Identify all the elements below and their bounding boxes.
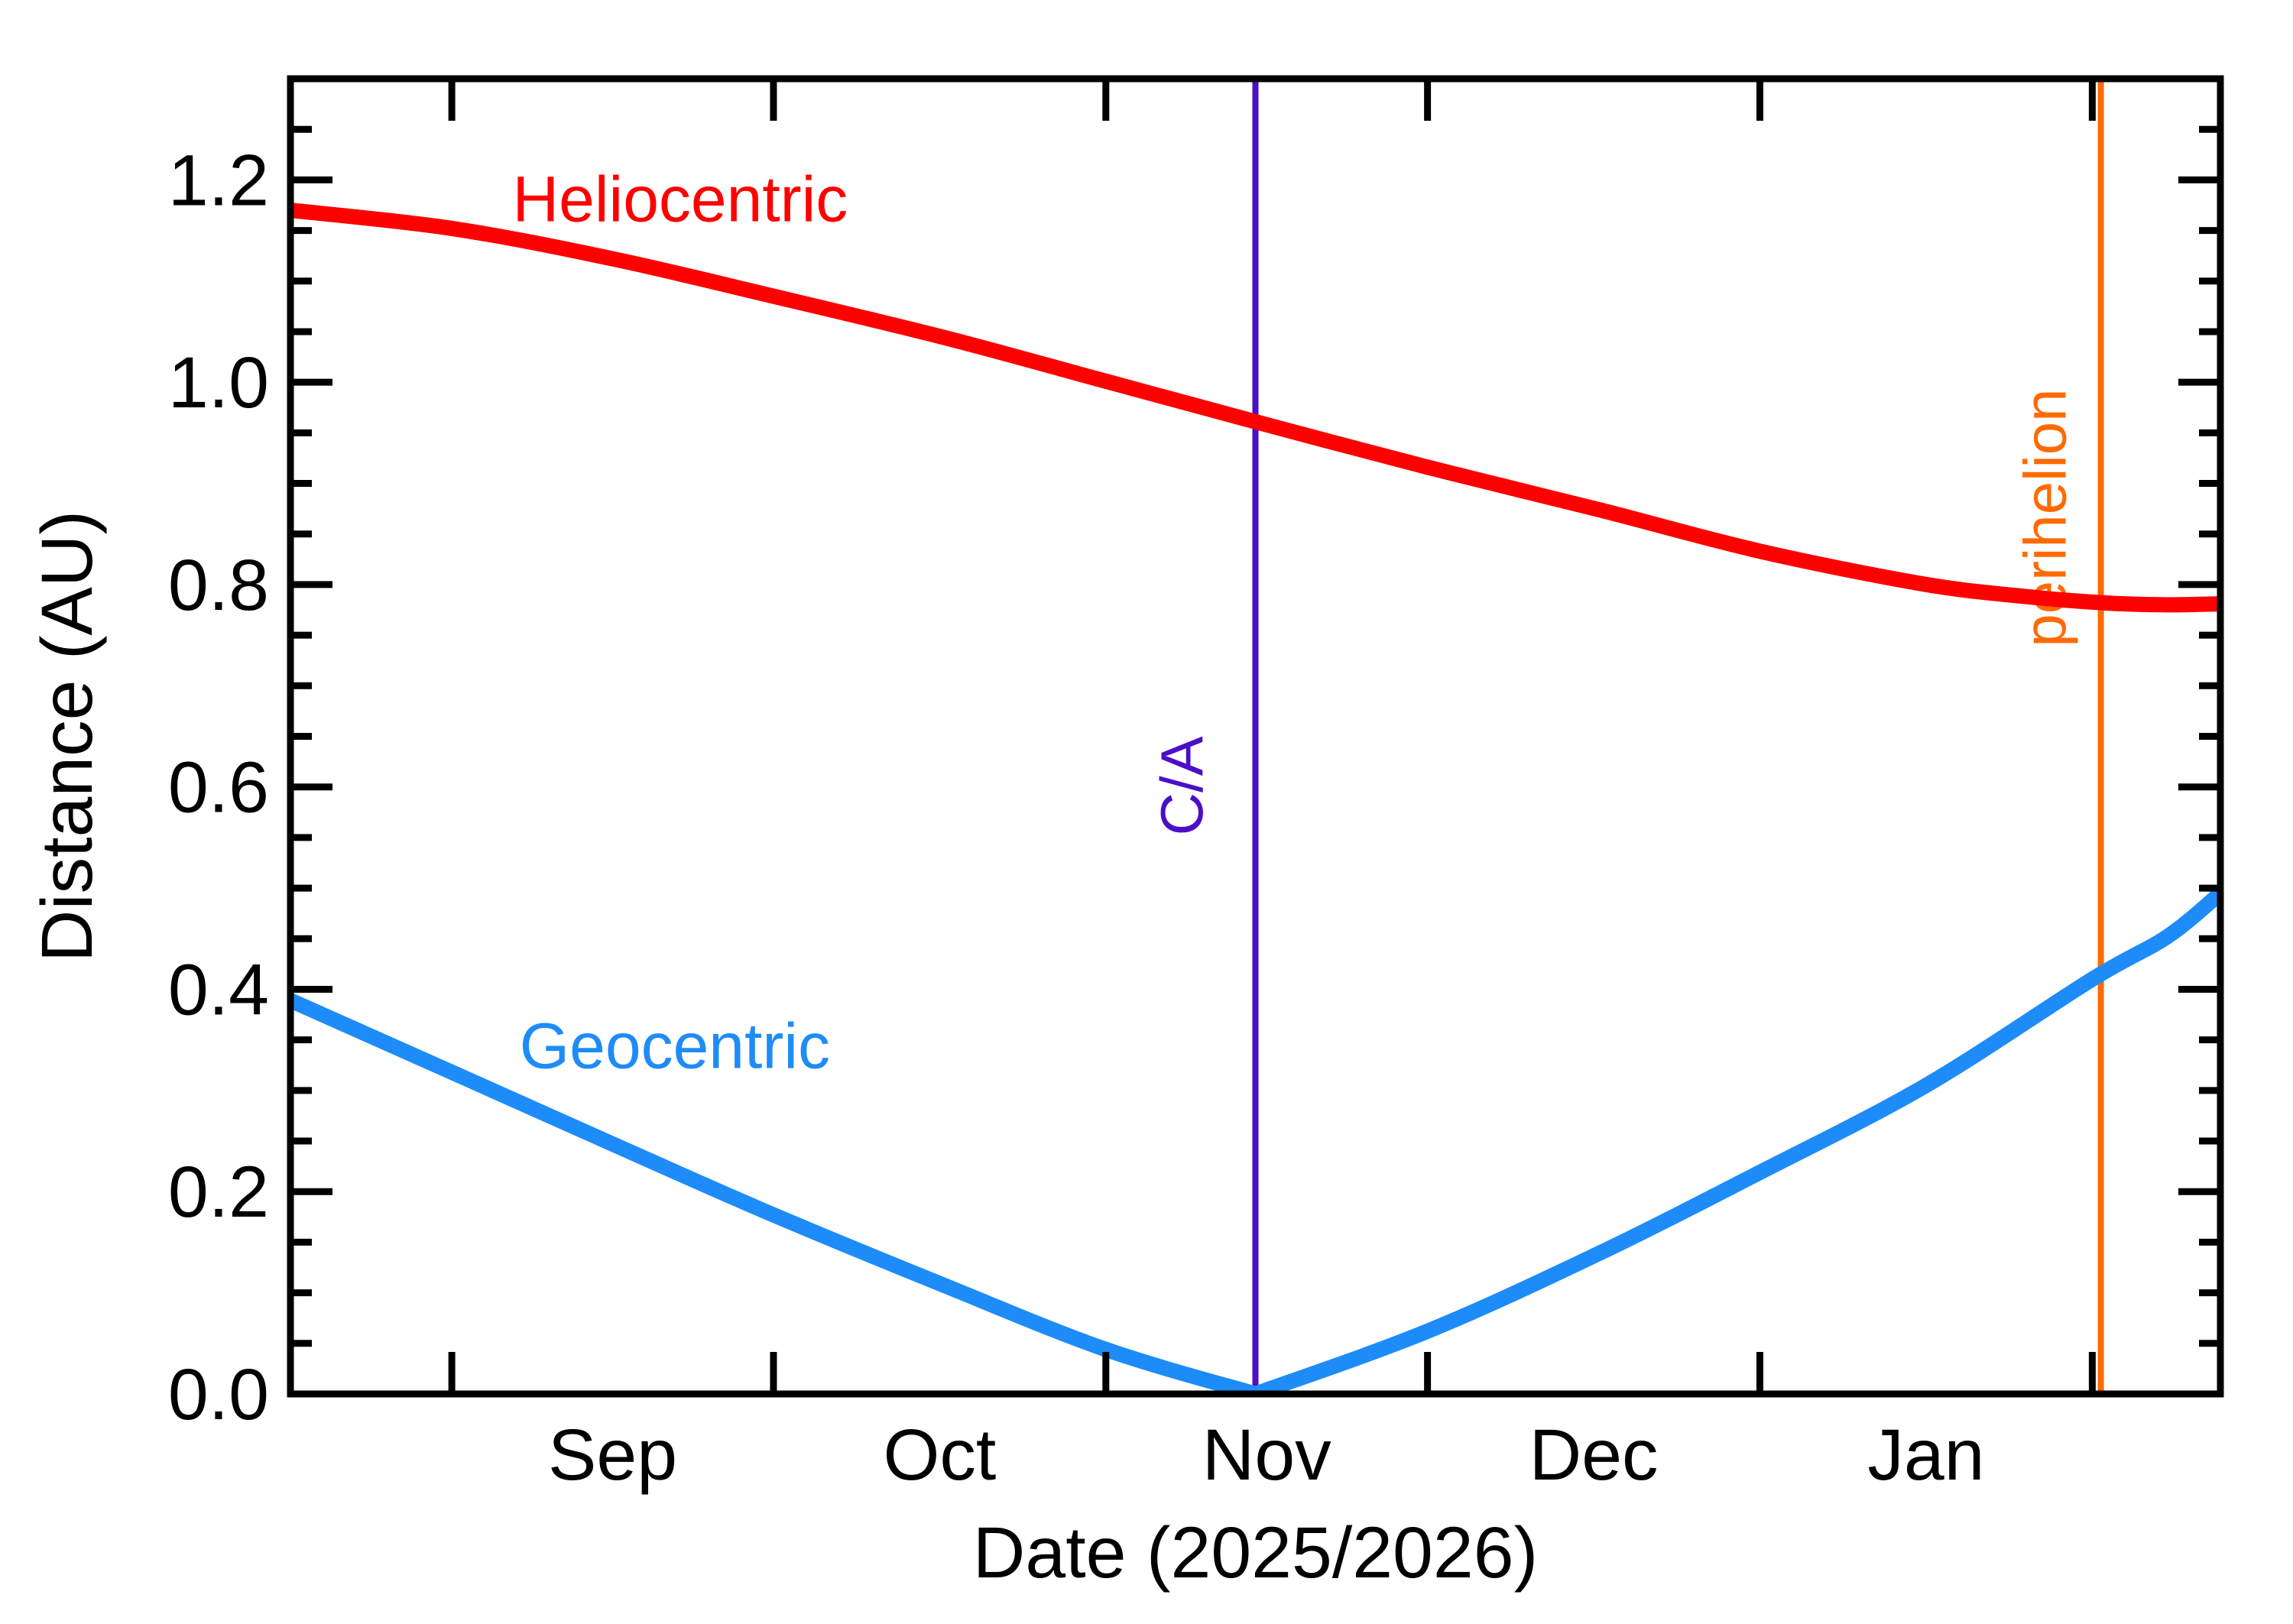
- x-tick-label-oct: Oct: [883, 1415, 996, 1496]
- y-tick-label: 0.6: [168, 747, 269, 828]
- y-tick-label: 0.2: [168, 1152, 269, 1233]
- geocentric-curve-0: [290, 993, 1258, 1394]
- y-tick-label: 0.4: [168, 949, 269, 1030]
- y-tick-label: 1.2: [168, 140, 269, 221]
- x-tick-label-jan: Jan: [1867, 1415, 1984, 1496]
- y-tick-label: 0.0: [168, 1354, 269, 1435]
- y-tick-label: 0.8: [168, 545, 269, 626]
- y-tick-label: 1.0: [168, 342, 269, 423]
- perihelion-line-label: perihelion: [2011, 388, 2078, 647]
- geocentric-curve-1: [1253, 887, 2220, 1394]
- x-tick-label-nov: Nov: [1202, 1415, 1331, 1496]
- heliocentric-curve-0: [290, 203, 2220, 613]
- x-axis-label: Date (2025/2026): [973, 1512, 1538, 1593]
- geocentric-label: Geocentric: [520, 1010, 830, 1082]
- ca-line-label: C/A: [1148, 736, 1215, 835]
- y-axis-label: Distance (AU): [27, 511, 108, 962]
- x-tick-label-dec: Dec: [1529, 1415, 1659, 1496]
- heliocentric-label: Heliocentric: [512, 164, 848, 235]
- x-tick-label-sep: Sep: [548, 1415, 677, 1496]
